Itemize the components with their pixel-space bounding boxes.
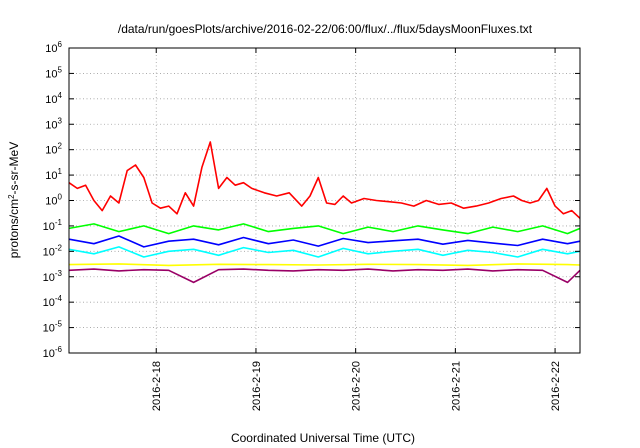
y-tick-label: 106 [45, 40, 62, 55]
x-tick-label: 2016-2-19 [251, 361, 263, 411]
y-tick-label: 100 [45, 193, 62, 208]
series-layer [68, 141, 581, 284]
y-tick-label: 10-4 [43, 294, 63, 309]
x-tick-label: 2016-2-18 [151, 361, 163, 411]
series-line-4 [68, 235, 581, 248]
y-tick-label: 101 [45, 167, 62, 182]
y-tick-label: 10-3 [43, 269, 63, 284]
grid-layer [69, 48, 580, 353]
y-tick-label: 105 [45, 65, 62, 80]
y-tick-label: 10-1 [43, 218, 63, 233]
series-line-2 [68, 223, 581, 235]
y-tick-label: 10-5 [43, 320, 63, 335]
y-tick-label: 102 [45, 142, 62, 157]
series-line-5 [68, 263, 581, 267]
y-axis-ticks: 10-6 10-5 10-4 10-3 10-2 10-1 100 101 102 103 104 1… [43, 40, 580, 360]
y-axis-label: protons/cm2-s-sr-MeV [7, 142, 21, 258]
y-tick-label: 103 [45, 116, 62, 131]
y-axis-label-rest: -s-sr-MeV [7, 142, 21, 195]
y-tick-label: 10-6 [43, 345, 63, 360]
y-axis-label-exponent: 2 [7, 194, 16, 199]
chart-title: /data/run/goesPlots/archive/2016-02-22/0… [118, 22, 533, 36]
y-tick-label: 10-2 [43, 243, 63, 258]
x-axis-ticks: 2016-2-18 2016-2-19 2016-2-20 2016-2-21 2016… [151, 48, 562, 411]
x-tick-label: 2016-2-20 [351, 361, 363, 411]
x-axis-label: Coordinated Universal Time (UTC) [231, 431, 415, 445]
x-tick-label: 2016-2-22 [550, 361, 562, 411]
series-line-1 [68, 141, 581, 219]
series-line-3 [68, 246, 581, 258]
y-axis-label-unit: protons/cm [7, 199, 21, 258]
series-line-6 [68, 268, 581, 284]
x-tick-label: 2016-2-21 [450, 361, 462, 411]
y-tick-label: 104 [45, 91, 62, 106]
